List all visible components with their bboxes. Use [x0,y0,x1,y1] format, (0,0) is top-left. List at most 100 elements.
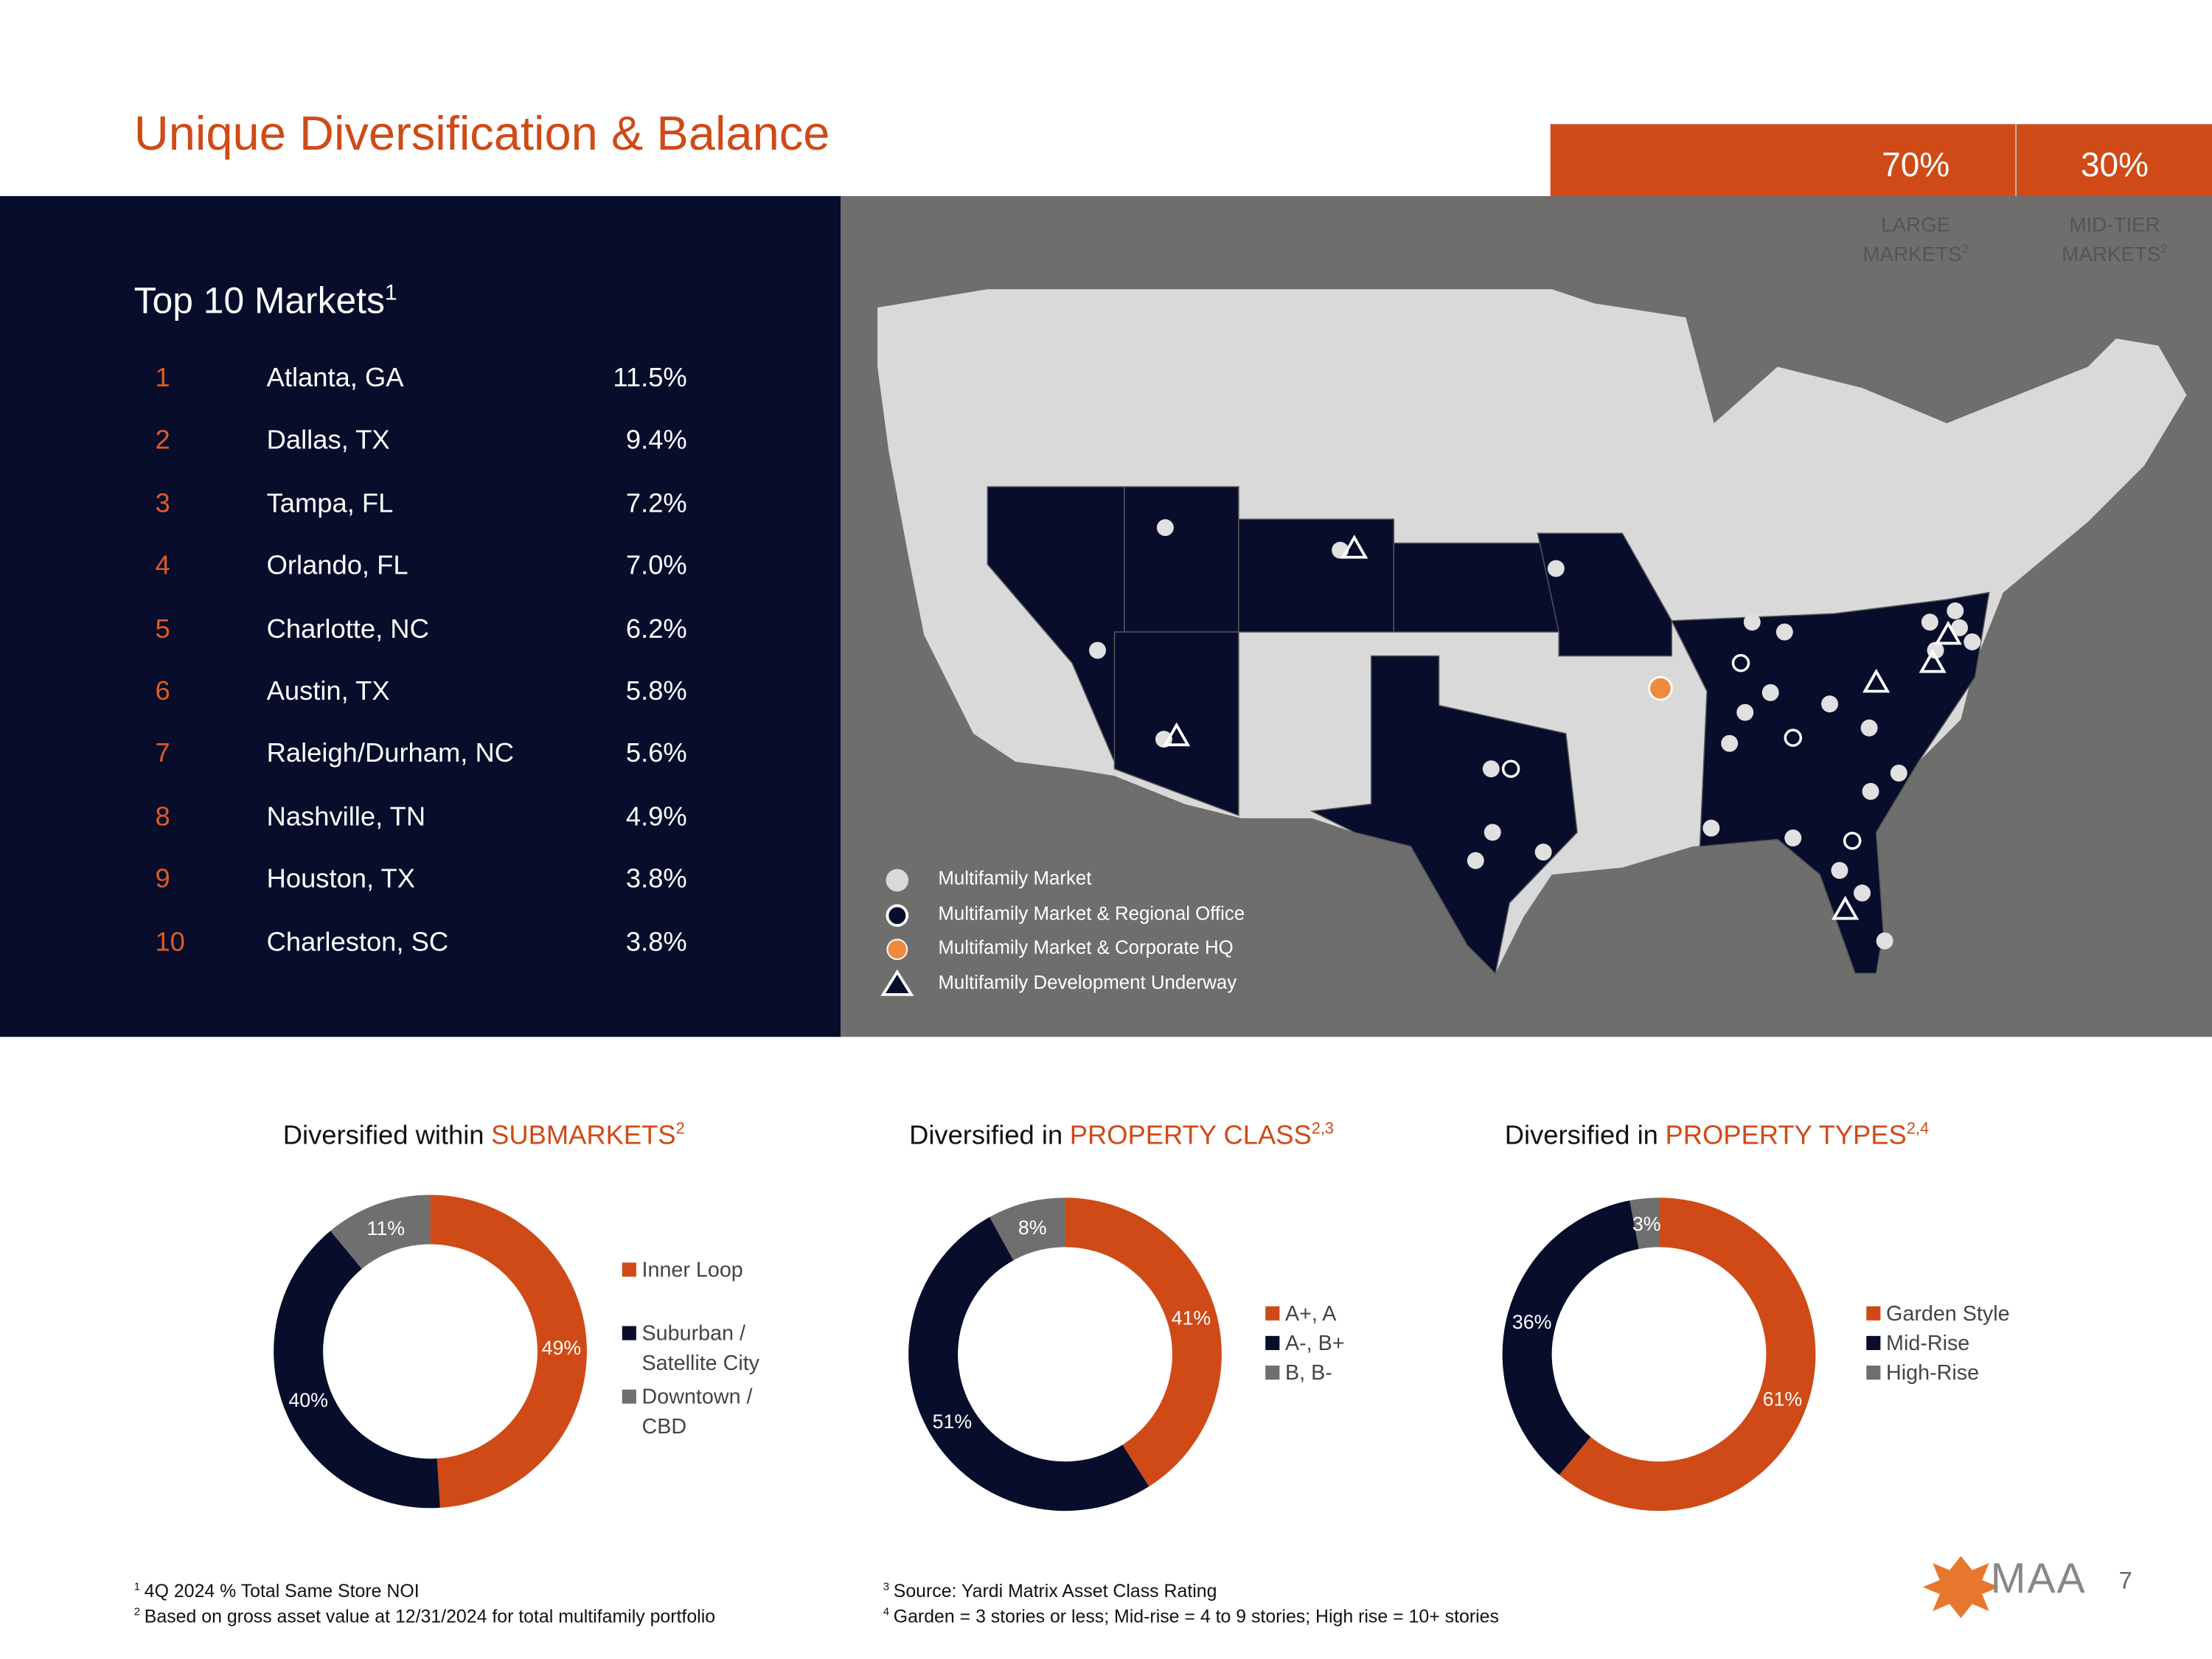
note-mark: 2 [675,1121,685,1138]
donut-legend: Garden Style Mid-Rise High-Rise [1866,1299,2027,1388]
map-market [1854,884,1871,902]
legend-label: A-, B+ [1284,1332,1345,1356]
donut-title-text: Diversified within [282,1121,484,1152]
donut-title-highlight: SUBMARKETS [491,1121,676,1152]
legend-icon [886,904,909,928]
map-market [1534,844,1552,861]
donut-title-highlight: PROPERTY TYPES [1665,1121,1907,1152]
market-row: 2 Dallas, TX 9.4% [0,427,706,469]
map-office [1731,653,1750,672]
donut-segment [1559,1197,1816,1512]
market-rank: 5 [155,614,170,644]
market-row: 9 Houston, TX 3.8% [0,865,706,907]
donut-segment [274,1231,440,1509]
map-office [1501,759,1520,778]
donut-legend: A+, A A-, B+ B, B- [1265,1299,1426,1388]
logo-mark [1922,1556,2000,1618]
map-market [1821,695,1838,713]
market-row: 6 Austin, TX 5.8% [0,677,706,719]
legend-item: B, B- [1265,1358,1426,1388]
map-market [1467,852,1484,869]
map-market [1743,613,1761,631]
map-market [1964,633,1981,651]
footnote-text: Based on gross asset value at 12/31/2024… [144,1605,716,1627]
map-market [1831,862,1848,879]
market-share: 3.8% [625,928,687,958]
map-market [1876,932,1893,950]
market-name: Nashville, TN [266,802,426,832]
map-market [1921,613,1938,631]
donut-title-highlight: PROPERTY CLASS [1069,1121,1312,1152]
donut-segment [908,1217,1150,1512]
note-mark: 2 [2160,241,2168,256]
title: Unique Diversification & Balance [133,107,830,161]
market-share: 7.0% [625,552,687,582]
map-market [1703,819,1720,837]
state [1124,486,1239,633]
state [1238,518,1395,633]
market-rank: 7 [155,740,170,770]
market-rank: 6 [155,677,170,707]
stat-value: 70% [1882,146,1950,185]
state [1671,591,1990,974]
legend-swatch [1265,1306,1280,1321]
legend-icon [886,939,908,960]
map-market [1860,719,1878,737]
map-legend-label: Multifamily Development Underway [938,971,1237,993]
market-rank: 10 [155,928,185,958]
map-market [1890,764,1907,782]
market-share: 9.4% [625,426,687,456]
footnote-mark: 2 [133,1604,141,1618]
footnote-mark: 4 [883,1604,890,1618]
map-market [1947,602,1964,619]
market-name: Atlanta, GA [266,364,404,394]
map-market [1736,703,1754,721]
market-name: Houston, TX [266,865,416,895]
market-row: 1 Atlanta, GA 11.5% [0,364,706,406]
market-share: 5.6% [625,740,687,770]
map-office [1784,728,1803,747]
footnote: 4 Garden = 3 stories or less; Mid-rise = … [883,1604,1499,1629]
stat-value: 30% [2081,146,2149,185]
stat-label: MID-TIER MARKETS2 [2037,212,2192,271]
legend-swatch [1265,1335,1280,1350]
legend-item: Downtown / CBD [622,1382,783,1441]
market-share: 4.9% [625,802,687,832]
donut-title-text: Diversified in [909,1121,1063,1152]
footnote: 2 Based on gross asset value at 12/31/202… [134,1604,715,1629]
state [1537,532,1672,657]
market-rank: 9 [155,865,170,895]
legend-swatch [622,1262,636,1277]
legend-swatch [1265,1366,1280,1380]
market-row: 3 Tampa, FL 7.2% [0,490,706,532]
market-share: 6.2% [625,614,687,644]
map-market [1784,830,1802,846]
market-row: 5 Charlotte, NC 6.2% [0,614,706,656]
legend-item: A+, A [1265,1299,1426,1329]
market-row: 4 Orlando, FL 7.0% [0,552,706,594]
map-development [1831,895,1860,920]
market-share: 7.2% [625,489,687,519]
donut-value-label: 40% [288,1389,328,1411]
donut-title-text: Diversified in [1504,1121,1658,1152]
legend-label: B, B- [1284,1361,1332,1385]
legend-item: Mid-Rise [1866,1329,2027,1358]
map-office [1843,832,1862,850]
legend-label: Downtown / CBD [641,1385,753,1439]
legend-label: High-Rise [1886,1361,1980,1385]
states [987,486,1990,975]
footnote: 1 4Q 2024 % Total Same Store NOI [134,1579,420,1604]
donut-value-label: 49% [542,1337,582,1359]
map-development [1340,535,1368,559]
legend-item: A-, B+ [1265,1329,1426,1358]
legend-label: A+, A [1284,1301,1337,1326]
market-share: 11.5% [613,364,687,394]
legend-item: Inner Loop [622,1256,783,1315]
state [1393,542,1559,633]
map-market [1484,824,1501,841]
market-row: 7 Raleigh/Durham, NC 5.6% [0,740,706,782]
donut-segment [1065,1197,1222,1487]
map-market [1761,684,1779,701]
